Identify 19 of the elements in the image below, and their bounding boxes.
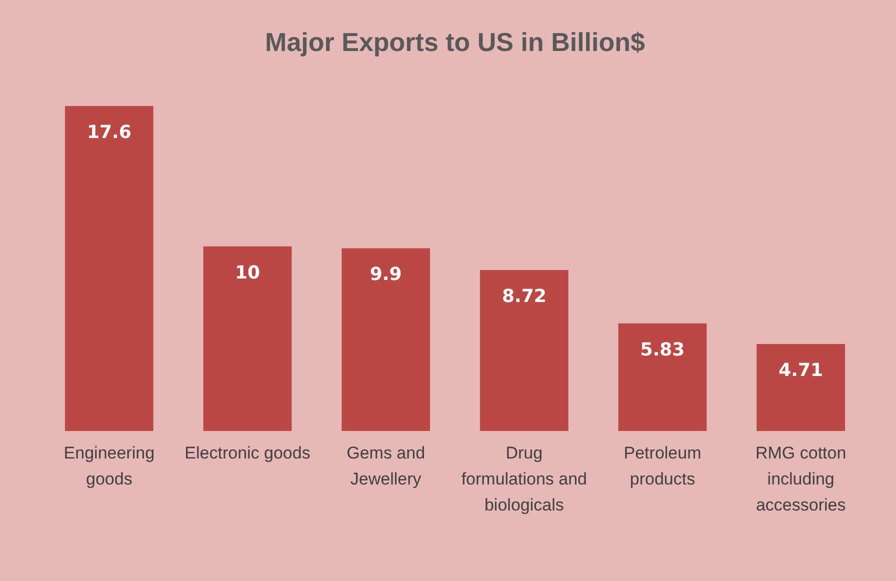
x-tick-label: Electronic goods bbox=[184, 444, 310, 462]
x-tick-label: Petroleum products bbox=[624, 444, 702, 488]
data-label: 17.6 bbox=[86, 122, 132, 143]
bar bbox=[756, 344, 846, 431]
data-label: 5.83 bbox=[640, 339, 685, 360]
bar bbox=[618, 323, 707, 431]
x-tick-label: Drug formulations and biologicals bbox=[461, 444, 588, 514]
bar bbox=[64, 106, 154, 431]
bar bbox=[342, 248, 430, 431]
bar bbox=[480, 270, 568, 431]
data-label: 4.71 bbox=[778, 360, 824, 382]
bar bbox=[203, 246, 292, 431]
x-tick-label: Engineering goods bbox=[64, 444, 155, 488]
x-tick-label: Gems and Jewellery bbox=[346, 444, 426, 488]
chart-title: Major Exports to US in Billion$ bbox=[265, 27, 646, 57]
data-label: 8.72 bbox=[502, 286, 546, 307]
data-label: 9.9 bbox=[370, 264, 402, 286]
data-label: 10 bbox=[234, 262, 260, 284]
x-tick-label: RMG cotton including accessories bbox=[755, 444, 846, 514]
